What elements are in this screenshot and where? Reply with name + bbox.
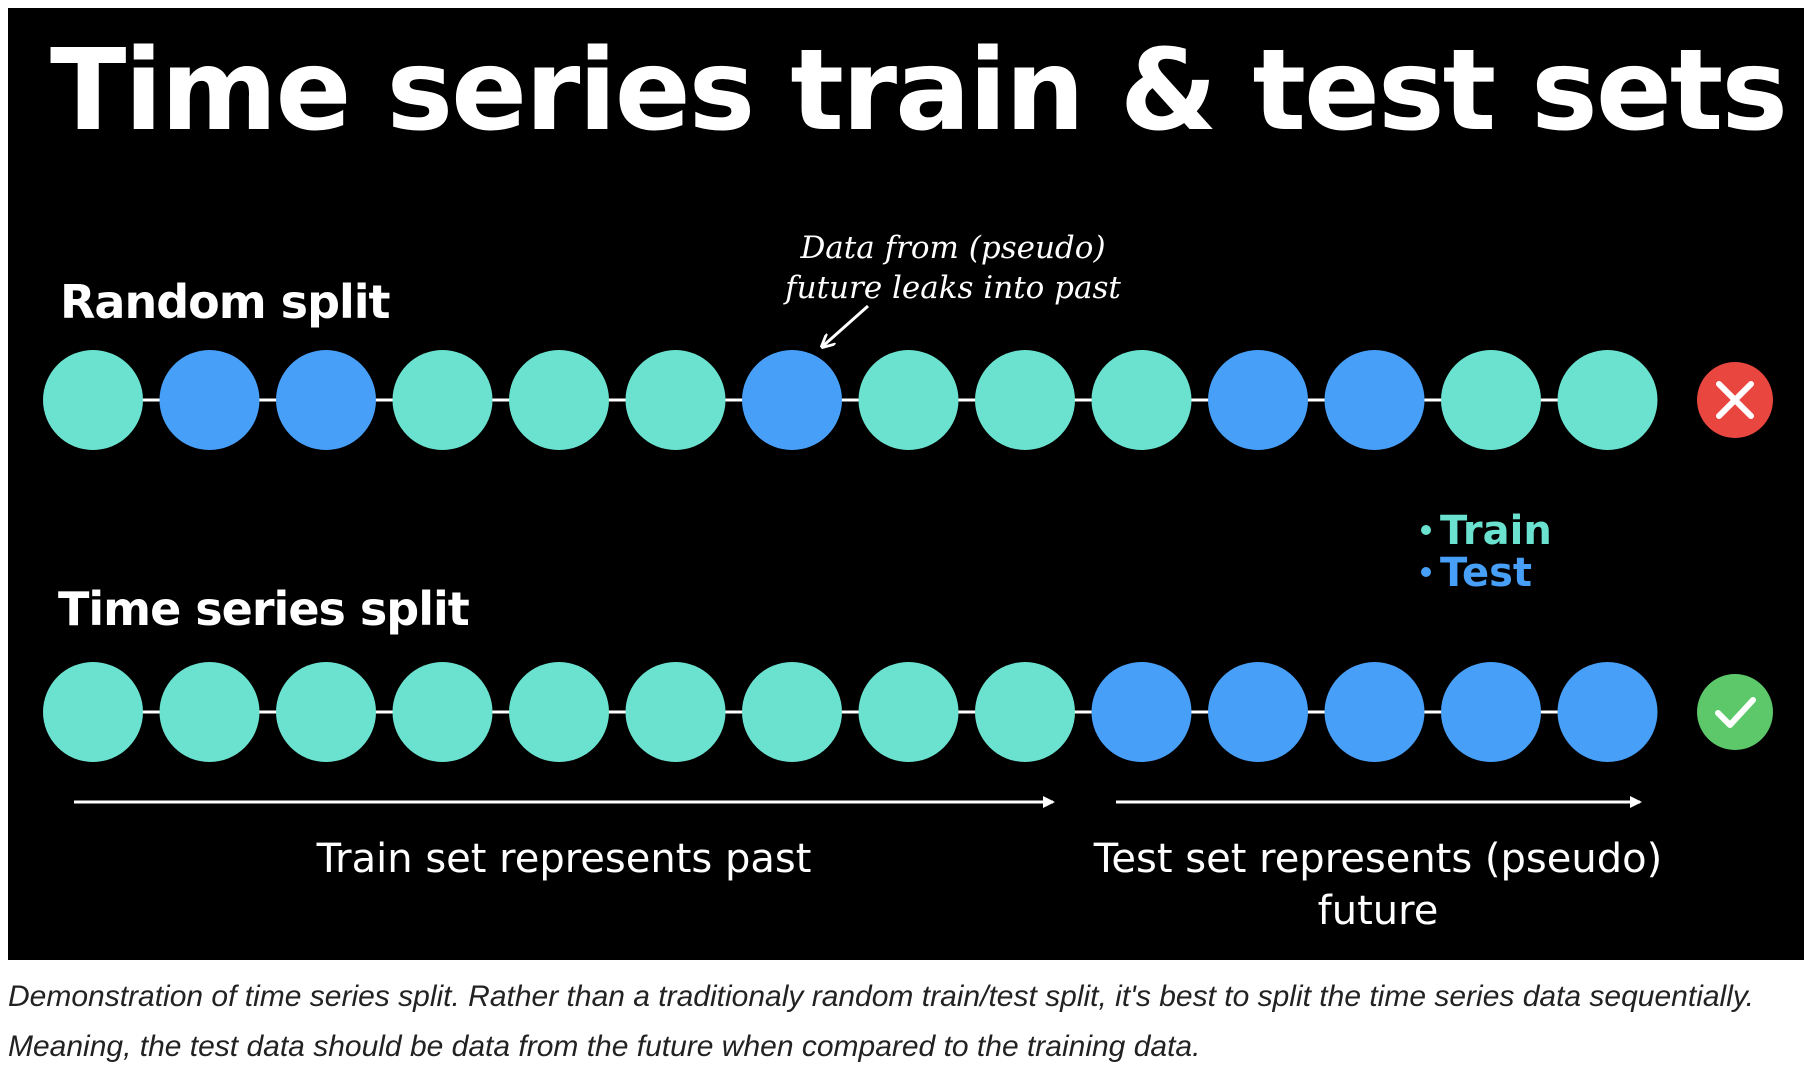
x-icon [1716,381,1754,419]
test-range-label-line-2: future [1318,888,1439,934]
time-series-split-test-point [1208,662,1308,762]
legend-test-label: Test [1440,550,1532,596]
time-series-split-train-point [509,662,609,762]
time-series-split-label: Time series split [58,582,469,636]
random-split-test-point [742,350,842,450]
random-split-row [43,350,1658,450]
legend-train-label: Train [1440,508,1552,554]
annotation-line-1: Data from (pseudo) [799,230,1105,266]
random-split-train-point [1557,350,1658,450]
diagram-figure: Time series train & test sets Random spl… [8,8,1804,960]
test-range-label-line-1: Test set represents (pseudo) [1093,836,1662,882]
random-split-train-point [625,350,726,450]
time-series-split-train-point [392,662,493,762]
time-series-split-test-point [1324,662,1425,762]
random-split-train-point [509,350,609,450]
pass-badge [1697,674,1773,750]
diagram-canvas: Time series train & test sets Random spl… [43,26,1788,934]
random-split-test-point [159,350,260,450]
time-series-split-test-point [1557,662,1658,762]
random-split-status [1697,362,1773,438]
random-split-label: Random split [60,275,390,329]
random-split-test-point [1208,350,1308,450]
random-split-train-point [43,350,143,450]
figure-caption: Demonstration of time series split. Rath… [8,980,1754,1063]
time-series-split-test-point [1091,662,1192,762]
random-split-annotation: Data from (pseudo) future leaks into pas… [783,230,1121,346]
diagram-title: Time series train & test sets [50,26,1786,156]
legend-test-bullet [1421,567,1431,577]
time-series-split-train-point [858,662,959,762]
legend: Train Test [1421,508,1552,596]
time-series-split-train-point [625,662,726,762]
random-split-test-point [276,350,376,450]
random-split-train-point [1091,350,1192,450]
time-series-split-train-point [43,662,143,762]
time-series-split-row [43,662,1658,762]
random-split-train-point [858,350,959,450]
time-series-split-train-point [276,662,376,762]
time-series-split-train-point [742,662,842,762]
time-series-split-status [1697,674,1773,750]
time-series-split-test-point [1441,662,1541,762]
annotation-line-2: future leaks into past [783,270,1121,306]
time-series-split-train-point [975,662,1075,762]
random-split-train-point [1441,350,1541,450]
train-range-label: Train set represents past [316,836,812,882]
random-split-train-point [392,350,493,450]
annotation-arrow [823,304,869,346]
check-icon [1715,697,1756,728]
random-split-train-point [975,350,1075,450]
legend-train-bullet [1421,525,1431,535]
time-series-split-train-point [159,662,260,762]
random-split-test-point [1324,350,1425,450]
